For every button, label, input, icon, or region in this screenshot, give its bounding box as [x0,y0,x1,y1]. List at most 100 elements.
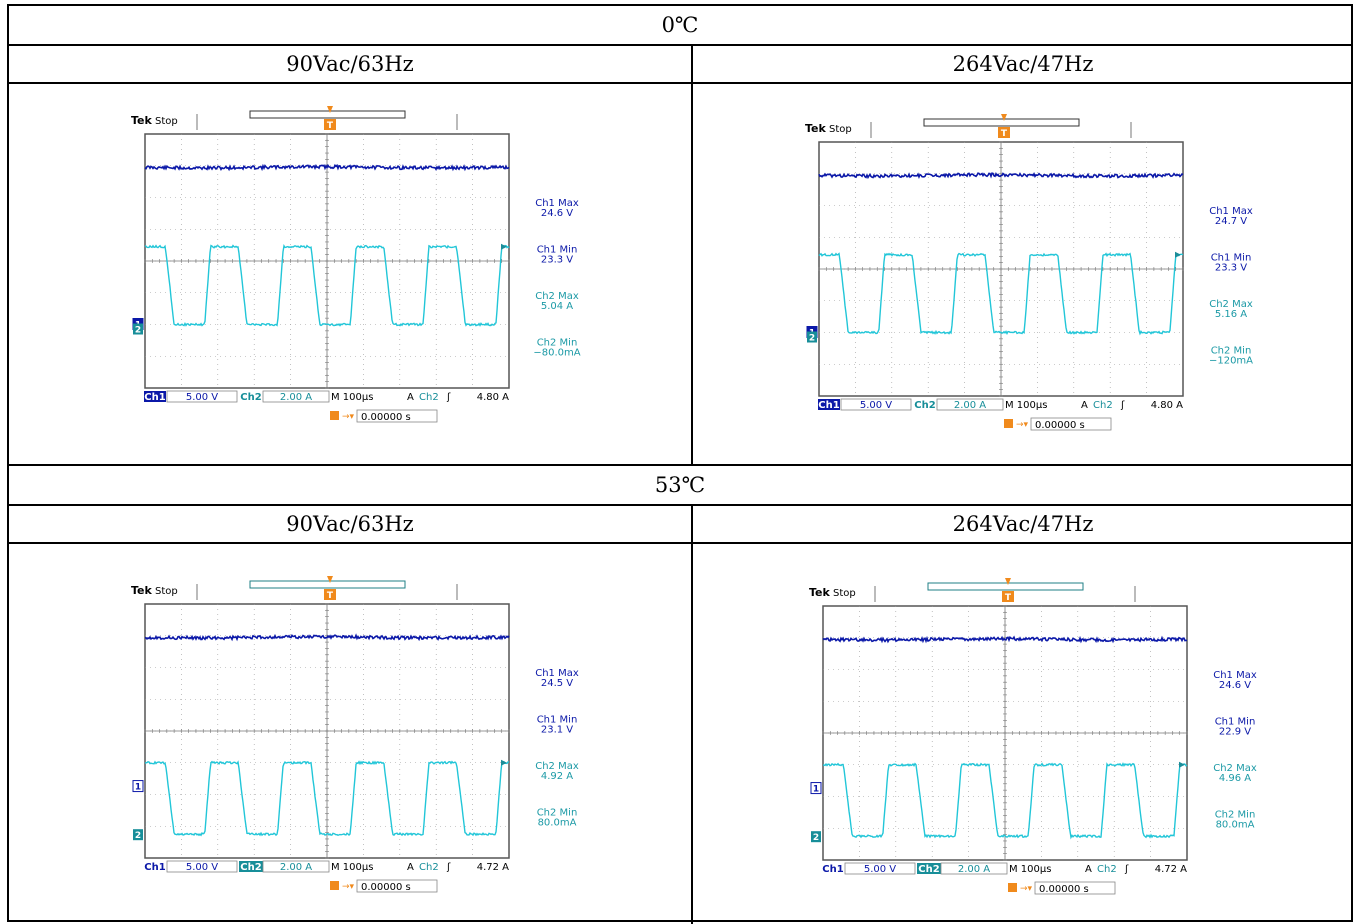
ch1-scale-value: 5.00 V [186,392,218,403]
condition-label: 90Vac/63Hz [286,52,413,76]
trigger-position-arrow [1005,578,1011,585]
ch2-ground-marker-label: 2 [135,831,141,841]
acquisition-state: Stop [155,586,178,597]
record-bar [250,581,405,588]
measurement-value: 4.96 A [1219,773,1251,784]
measurement-value: 24.5 V [541,678,573,689]
column-divider [691,504,693,924]
measurement-value: 22.9 V [1219,727,1251,738]
measurement-value: 24.6 V [1219,680,1251,691]
measurement-value: 24.7 V [1215,216,1247,227]
trigger-source: Ch2 [1097,864,1117,875]
ch2-scale-label: Ch2 [240,862,261,873]
measurement-value: −120mA [1209,356,1253,367]
record-bar [250,111,405,118]
record-bar [928,583,1083,590]
trigger-marker-label: T [1001,129,1008,139]
trigger-marker-label: T [327,591,334,601]
trigger-time-icon [1004,419,1013,428]
brand-label: Tek [131,114,153,127]
timebase-label: M 100µs [1009,864,1051,875]
measurement-value: 23.3 V [541,255,573,266]
trigger-level-value: 4.80 A [1151,400,1183,411]
trigger-marker-label: T [327,121,334,131]
condition-label: 264Vac/47Hz [953,52,1094,76]
measurement-value: 5.04 A [541,301,573,312]
column-header-right: 264Vac/47Hz [693,506,1353,542]
brand-label: Tek [809,586,831,599]
ch2-ground-marker-label: 2 [135,326,141,336]
ch1-scale-value: 5.00 V [864,864,896,875]
ch2-scale-value: 2.00 A [280,392,312,403]
column-header-left: 90Vac/63Hz [9,46,691,82]
trigger-mode: A [407,392,414,403]
measurement-value: −80.0mA [533,348,580,359]
trigger-level-value: 4.72 A [477,862,509,873]
measurement-value: 23.3 V [1215,263,1247,274]
trigger-time-value: 0.00000 s [361,412,411,423]
brand-label: Tek [805,122,827,135]
oscilloscope-capture: Tek Stop T 1 2 Ch1 Max 24.6 V Ch1 Min 22.9 V Ch2 … [799,578,1269,908]
trigger-time-value: 0.00000 s [1035,420,1085,431]
trigger-time-arrow-icon: →▾ [342,412,355,422]
timebase-label: M 100µs [331,862,373,873]
ch1-scale-label: Ch1 [818,400,839,411]
ch1-scale-value: 5.00 V [860,400,892,411]
ch2-scale-label: Ch2 [914,400,935,411]
ch2-scale-value: 2.00 A [954,400,986,411]
trigger-time-arrow-icon: →▾ [342,882,355,892]
measurement-value: 80.0mA [1216,820,1255,831]
timebase-label: M 100µs [1005,400,1047,411]
ch2-scale-value: 2.00 A [280,862,312,873]
trigger-mode: A [1085,864,1092,875]
column-header-right: 264Vac/47Hz [693,46,1353,82]
ch1-scale-label: Ch1 [822,864,843,875]
trigger-time-arrow-icon: →▾ [1016,420,1029,430]
trigger-position-arrow [327,106,333,113]
timebase-label: M 100µs [331,392,373,403]
scope-cell-2: Tek Stop T 1 2 Ch1 Max 24.5 V Ch1 Min 23.1 V Ch2 … [9,544,691,920]
trigger-slope-icon: ʃ [1124,864,1129,875]
measurement-value: 80.0mA [538,818,577,829]
trigger-source: Ch2 [419,392,439,403]
trigger-mode: A [1081,400,1088,411]
trigger-source: Ch2 [419,862,439,873]
scope-cell-1: TekStopT12Ch1 Max24.7 VCh1 Min23.3 VCh2 … [693,84,1353,464]
ch1-ground-marker-label: 1 [135,783,141,793]
trigger-mode: A [407,862,414,873]
measurement-value: 23.1 V [541,725,573,736]
condition-label: 90Vac/63Hz [286,512,413,536]
ch1-scale-label: Ch1 [144,392,165,403]
ch1-scale-label: Ch1 [144,862,165,873]
section-temperature: 53℃ [655,473,705,497]
results-table: 0℃ 90Vac/63Hz 264Vac/47Hz TekStopT12Ch1 … [7,4,1353,922]
trigger-slope-icon: ʃ [446,862,451,873]
ch1-ground-marker-label: 1 [813,785,819,795]
trigger-time-icon [330,411,339,420]
scope-cell-3: Tek Stop T 1 2 Ch1 Max 24.6 V Ch1 Min 22.9 V Ch2 … [693,544,1353,920]
acquisition-state: Stop [829,124,852,135]
trigger-position-arrow [1001,114,1007,121]
ch2-scale-label: Ch2 [240,392,261,403]
trigger-time-icon [1008,883,1017,892]
scope-screen: TekStopT12Ch1 Max24.7 VCh1 Min23.3 VCh2 … [795,114,1265,444]
trigger-time-icon [330,881,339,890]
section-header-0c: 0℃ [9,6,1351,44]
trigger-slope-icon: ʃ [446,392,451,403]
oscilloscope-capture: Tek Stop T 1 2 Ch1 Max 24.5 V Ch1 Min 23.1 V Ch2 … [121,576,591,906]
condition-label: 264Vac/47Hz [953,512,1094,536]
column-divider [691,44,693,464]
ch1-scale-value: 5.00 V [186,862,218,873]
trigger-time-value: 0.00000 s [1039,884,1089,895]
ch2-ground-marker-label: 2 [809,334,815,344]
trigger-marker-label: T [1005,593,1012,603]
trigger-source: Ch2 [1093,400,1113,411]
measurement-value: 5.16 A [1215,309,1247,320]
trigger-time-arrow-icon: →▾ [1020,884,1033,894]
